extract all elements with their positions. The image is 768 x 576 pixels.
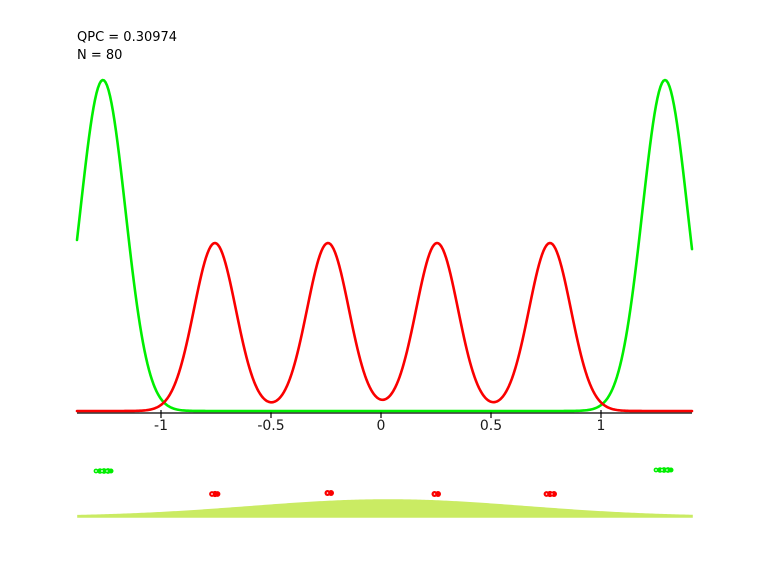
- green-sample-cluster-left-marker-hole: [101, 470, 103, 472]
- x-axis-tick-label: -1: [154, 418, 168, 434]
- x-axis-tick-label: 0.5: [480, 418, 502, 434]
- n-value-label: N = 80: [77, 48, 123, 63]
- green-sample-cluster-left-marker-hole: [95, 470, 97, 472]
- red-sample-cluster-3: [435, 491, 441, 497]
- red-sample-cluster-4-marker-hole: [551, 493, 553, 495]
- green-sample-cluster-left: [101, 468, 107, 474]
- red-sample-cluster-1: [214, 491, 221, 497]
- green-sample-cluster-right: [661, 467, 667, 473]
- annotation-block: QPC = 0.30974 N = 80: [77, 29, 177, 65]
- green-sample-cluster-right-marker-hole: [666, 469, 668, 471]
- weight-envelope-fill: [77, 499, 693, 518]
- red-sample-cluster-4-marker-hole: [545, 493, 548, 495]
- red-sample-cluster-1-marker-hole: [211, 493, 213, 495]
- green-sample-cluster-right-marker-hole: [661, 469, 663, 471]
- qpc-value-label: QPC = 0.30974: [77, 30, 178, 45]
- green-sample-cluster-left: [97, 468, 103, 474]
- x-axis-tick-label: -0.5: [257, 418, 284, 434]
- x-axis-tick-label: 1: [597, 418, 606, 434]
- red-density-curve: [75, 241, 694, 413]
- red-sample-cluster-2-marker-hole: [326, 492, 329, 494]
- red-sample-cluster-2: [328, 490, 334, 496]
- green-envelope-curve: [75, 78, 694, 413]
- x-axis-tick-label: 0: [377, 418, 386, 434]
- green-sample-cluster-right-marker-hole: [655, 469, 657, 471]
- red-sample-cluster-4: [551, 491, 557, 497]
- green-sample-cluster-right: [668, 467, 674, 473]
- green-sample-cluster-left: [108, 468, 114, 474]
- green-sample-cluster-right: [657, 467, 663, 473]
- red-sample-cluster-3-marker-hole: [433, 493, 436, 495]
- green-sample-cluster-left-marker-hole: [106, 470, 108, 472]
